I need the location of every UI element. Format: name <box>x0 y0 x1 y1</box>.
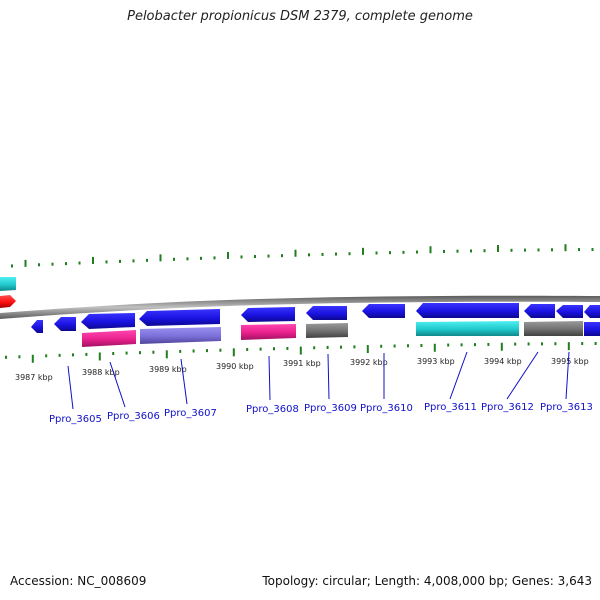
gene-link-ppro-3610[interactable]: Ppro_3610 <box>360 403 413 414</box>
gene-link-ppro-3605[interactable]: Ppro_3605 <box>49 414 102 425</box>
gene-arrow[interactable] <box>362 304 405 318</box>
gene-link-ppro-3613[interactable]: Ppro_3613 <box>540 402 593 413</box>
leader-line <box>327 353 330 400</box>
gene-arrow[interactable] <box>306 306 347 320</box>
gene-arrow[interactable] <box>556 305 583 318</box>
leader-line <box>449 351 468 400</box>
kbp-label: 3991 kbp <box>283 359 321 368</box>
topology-label: Topology: circular; Length: 4,008,000 bp… <box>262 574 592 588</box>
gene-arrow[interactable] <box>241 307 295 322</box>
gene-arrow[interactable] <box>54 317 76 331</box>
kbp-label: 3993 kbp <box>417 357 455 366</box>
genome-title: Pelobacter propionicus DSM 2379, complet… <box>127 9 473 24</box>
leader-line <box>268 355 271 401</box>
red-gene-segment[interactable] <box>0 295 16 308</box>
leader-line <box>180 358 188 405</box>
gene-arrow[interactable] <box>139 309 220 326</box>
gene-link-ppro-3611[interactable]: Ppro_3611 <box>424 402 477 413</box>
outer-tick-ring <box>11 244 594 268</box>
gene-arrow[interactable] <box>416 303 519 318</box>
function-block-blue[interactable] <box>584 322 600 336</box>
kbp-label: 3987 kbp <box>15 373 53 382</box>
inner-tick-ring <box>5 342 597 363</box>
kbp-label: 3995 kbp <box>551 357 589 366</box>
function-track <box>82 321 600 347</box>
gene-arrow[interactable] <box>584 305 600 318</box>
gene-link-ppro-3606[interactable]: Ppro_3606 <box>107 411 160 422</box>
accession-label: Accession: NC_008609 <box>10 574 147 588</box>
gene-link-ppro-3607[interactable]: Ppro_3607 <box>164 408 217 419</box>
function-block-lavender[interactable] <box>140 327 221 344</box>
leader-line <box>506 351 539 400</box>
gene-arrow[interactable] <box>81 313 135 329</box>
gene-features <box>31 303 600 333</box>
gene-link-ppro-3609[interactable]: Ppro_3609 <box>304 403 357 414</box>
kbp-label: 3989 kbp <box>149 365 187 374</box>
gene-arrow[interactable] <box>31 320 43 333</box>
gene-link-ppro-3608[interactable]: Ppro_3608 <box>246 404 299 415</box>
leader-line <box>109 361 126 408</box>
leader-line <box>67 365 74 410</box>
leader-line <box>565 351 570 400</box>
function-block-teal[interactable] <box>416 321 519 336</box>
function-block-pink[interactable] <box>241 324 296 340</box>
genome-backbone <box>0 295 600 319</box>
gene-arrow[interactable] <box>524 304 555 318</box>
function-block-pink[interactable] <box>82 330 136 347</box>
kbp-label: 3988 kbp <box>82 368 120 377</box>
kbp-label: 3992 kbp <box>350 358 388 367</box>
gene-label-leaders <box>67 351 570 410</box>
kbp-label: 3994 kbp <box>484 357 522 366</box>
function-block-gray[interactable] <box>524 321 583 336</box>
cyan-gene-segment[interactable] <box>0 277 16 291</box>
gene-link-ppro-3612[interactable]: Ppro_3612 <box>481 402 534 413</box>
kbp-label: 3990 kbp <box>216 362 254 371</box>
function-block-gray[interactable] <box>306 323 348 338</box>
